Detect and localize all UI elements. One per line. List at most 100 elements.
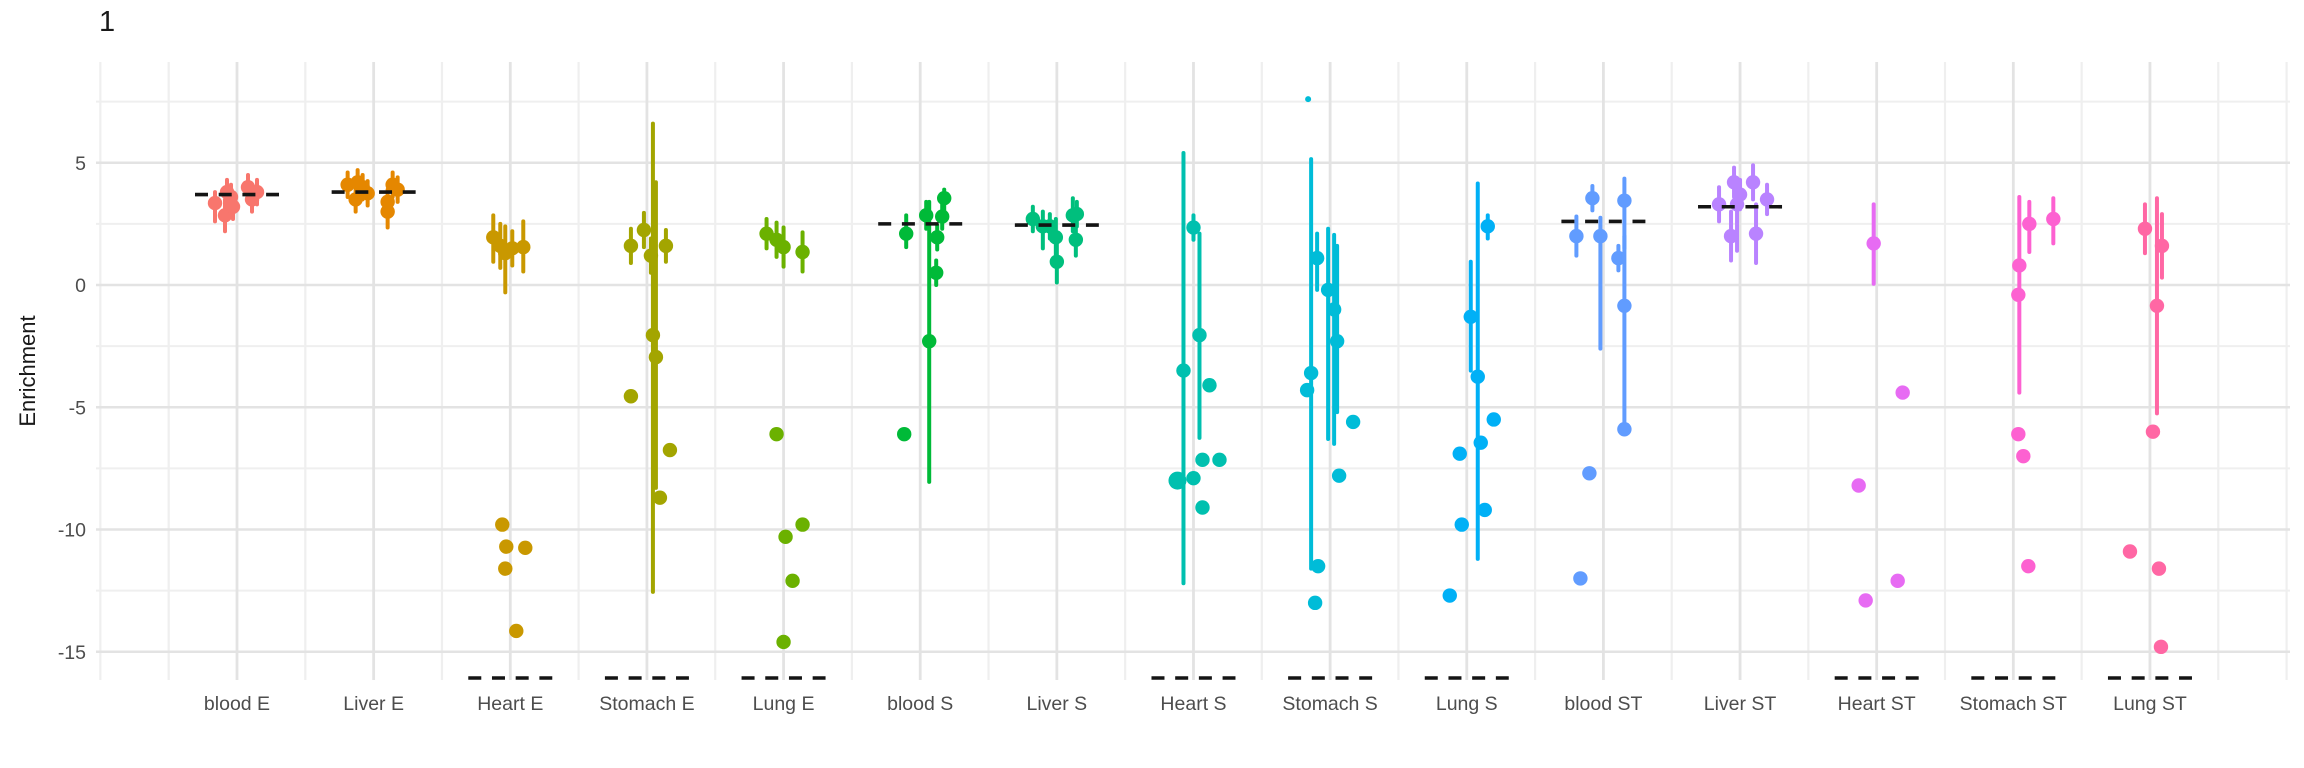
data-point [636, 222, 652, 238]
data-point [1748, 226, 1764, 241]
y-tick-label: 0 [75, 275, 86, 297]
data-point [1202, 378, 1217, 393]
data-point [1582, 466, 1597, 481]
data-point [785, 573, 800, 589]
data-point [1048, 230, 1064, 245]
x-tick-label: Stomach ST [1960, 693, 2067, 715]
data-point [922, 334, 937, 349]
data-point [930, 230, 945, 245]
y-tick-label: -10 [58, 520, 86, 542]
data-point [348, 192, 363, 207]
data-point [776, 634, 791, 650]
data-point [1454, 517, 1469, 532]
data-point [899, 226, 914, 241]
data-point [1573, 571, 1588, 586]
data-point [937, 191, 952, 206]
data-point [1470, 369, 1485, 384]
data-point [495, 517, 510, 532]
data-point [2145, 424, 2161, 439]
x-tick-label: Lung ST [2113, 693, 2187, 715]
data-point [1851, 478, 1866, 493]
data-point [1617, 422, 1632, 437]
x-tick-label: Stomach E [599, 693, 694, 715]
data-point [1480, 219, 1495, 234]
data-point [643, 248, 659, 263]
data-point [1331, 468, 1347, 483]
data-point [623, 238, 639, 254]
x-tick-label: blood E [204, 693, 270, 715]
data-point [1729, 197, 1745, 212]
data-point [1186, 470, 1201, 486]
data-point [2021, 558, 2036, 574]
data-point [1473, 435, 1488, 450]
x-tick-label: Heart ST [1838, 693, 1916, 715]
data-point [1711, 197, 1727, 212]
x-tick-label: Lung E [753, 693, 815, 715]
data-point [623, 389, 639, 404]
x-tick-label: Stomach S [1282, 693, 1377, 715]
data-point [776, 239, 791, 255]
data-point [1326, 302, 1342, 317]
data-point [795, 244, 810, 260]
data-point [1617, 298, 1632, 313]
data-point [390, 182, 405, 197]
data-point [658, 238, 674, 254]
data-point [769, 426, 784, 442]
data-point [2011, 426, 2026, 442]
y-tick-label: -15 [58, 642, 86, 664]
data-point [2153, 639, 2169, 655]
data-point [929, 265, 944, 280]
data-point [1452, 446, 1467, 461]
data-point [509, 623, 524, 639]
data-point [1195, 500, 1210, 515]
data-point [2151, 561, 2167, 576]
data-point [499, 539, 514, 554]
data-point [897, 426, 912, 442]
data-point [1585, 191, 1600, 206]
x-tick-label: Heart S [1160, 693, 1226, 715]
data-point [1866, 236, 1881, 251]
data-point [648, 349, 664, 365]
data-point [1305, 96, 1312, 103]
data-point [1068, 232, 1084, 247]
data-point [1463, 309, 1478, 324]
data-point [1186, 220, 1201, 235]
data-point [1617, 193, 1632, 208]
data-point [1309, 250, 1325, 266]
data-point [1049, 254, 1065, 269]
x-tick-label: blood S [887, 693, 953, 715]
data-point [1329, 334, 1345, 349]
data-point [518, 540, 533, 556]
data-point [2149, 298, 2165, 313]
data-point [207, 195, 223, 211]
data-point [662, 442, 678, 458]
data-point [652, 490, 668, 505]
data-point [1726, 175, 1742, 190]
x-tick-label: Heart E [477, 693, 543, 715]
x-tick-label: Liver ST [1704, 693, 1777, 715]
data-point [1310, 558, 1326, 574]
data-point [1858, 593, 1873, 608]
data-point [2011, 287, 2026, 302]
data-point [505, 241, 520, 256]
data-point [380, 194, 395, 210]
data-point [2016, 448, 2031, 464]
data-point [1195, 452, 1210, 468]
data-point [1320, 282, 1336, 298]
x-tick-label: Liver S [1026, 693, 1087, 715]
data-point [1569, 228, 1584, 244]
data-point [795, 517, 810, 532]
data-point [1442, 588, 1457, 603]
data-point [1303, 365, 1319, 381]
data-point [1176, 363, 1191, 378]
data-point [1345, 414, 1361, 430]
data-point [919, 208, 934, 223]
data-point [516, 239, 531, 255]
data-point [1611, 250, 1626, 266]
data-point [498, 561, 513, 576]
data-point [2012, 258, 2027, 273]
data-point [1477, 502, 1492, 518]
data-point [1299, 382, 1315, 398]
